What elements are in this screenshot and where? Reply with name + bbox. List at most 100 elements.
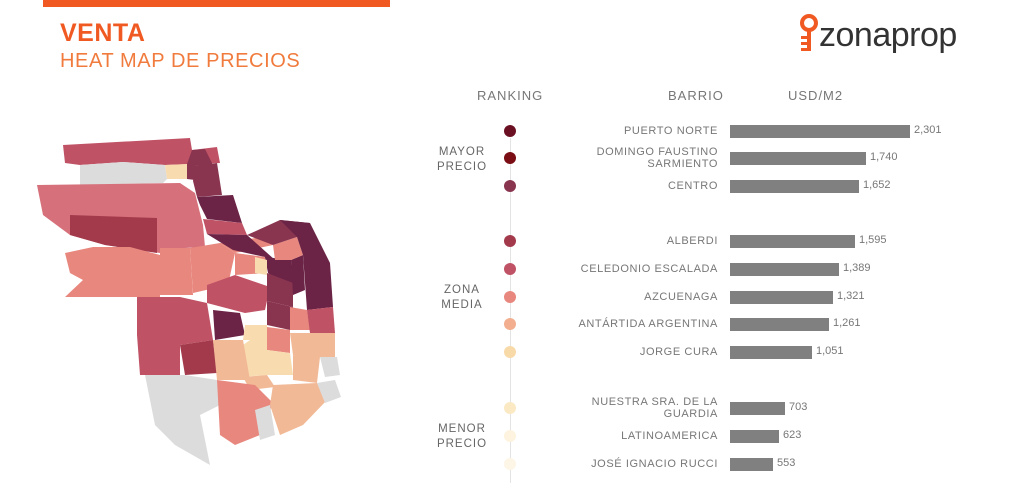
barrio-label-line: JOSÉ IGNACIO RUCCI [591,458,718,470]
map-zone [160,248,193,295]
barrio-label-line: ANTÁRTIDA ARGENTINA [578,318,718,330]
map-zone [165,164,187,179]
column-header-barrio: BARRIO [668,88,724,103]
barrio-label: ANTÁRTIDA ARGENTINA [578,318,718,330]
rank-dot [504,430,516,442]
map-zone [280,220,333,310]
barrio-label-line: ALBERDI [666,235,718,247]
map-zone [267,350,293,375]
price-bar [730,152,866,165]
barrio-label: ALBERDI [667,235,718,247]
barrio-label-line: CENTRO [667,180,718,192]
price-value-label: 623 [783,429,802,441]
map-zone [70,215,157,253]
barrio-label: PUERTO NORTE [624,125,718,137]
ranking-axis-line [510,138,511,483]
price-value-label: 2,301 [914,124,942,136]
map-zone [207,275,270,313]
price-value-label: 1,321 [837,290,865,302]
group-label-line: MENOR [438,423,486,435]
map-zone [291,255,305,295]
map-zone [317,380,341,403]
group-label-line: PRECIO [436,161,488,173]
rank-dot [504,263,516,275]
price-bar [730,291,833,304]
map-zone [267,273,293,307]
barrio-label-line: SARMIENTO [647,158,718,170]
price-bar [730,125,910,138]
group-label-line: MEDIA [441,299,483,311]
group-label-line: ZONA [444,284,480,296]
price-bar [730,346,812,359]
price-value-label: 1,051 [816,345,844,357]
map-zone [267,301,293,330]
map-zone [273,237,303,260]
map-zone [267,327,290,353]
page-title: VENTA [60,19,146,47]
group-label-line: MAYOR [438,146,486,158]
map-zone [270,383,327,435]
rank-dot [504,346,516,358]
rank-dot [504,458,516,470]
map-zone [255,405,275,440]
price-bar [730,458,773,471]
logo-text: zonaprop [819,16,957,54]
price-bar [730,235,855,248]
group-label-line: PRECIO [436,438,488,450]
rank-dot [504,318,516,330]
price-bar [730,263,839,276]
map-zone [180,297,213,345]
map-zone [203,219,247,235]
map-zone [145,375,220,465]
barrio-label: CENTRO [668,180,718,192]
map-zone [320,357,340,377]
rank-dot [504,152,516,164]
price-value-label: 1,740 [870,151,898,163]
barrio-label: NUESTRA SRA. DE LA GUARDIA [592,396,718,420]
map-zone [180,340,217,375]
price-value-label: 1,261 [833,317,861,329]
column-header-ranking: RANKING [477,88,544,103]
column-header-usd: USD/M2 [788,88,844,103]
barrio-label: AZCUENAGA [644,291,718,303]
map-zone [65,247,160,297]
price-value-label: 703 [789,401,808,413]
map-zone [197,195,242,223]
barrio-label: JORGE CURA [640,346,718,358]
group-label-zona-media: ZONA MEDIA [422,283,502,313]
barrio-label: JOSÉ IGNACIO RUCCI [591,458,718,470]
price-value-label: 1,595 [859,234,887,246]
price-bar [730,402,785,415]
rank-dot [504,180,516,192]
barrio-label-line: CELEDONIO ESCALADA [580,263,718,275]
map-zone [137,297,180,375]
map-zone [187,149,213,180]
barrio-label-line: DOMINGO FAUSTINO [596,146,718,158]
price-bar [730,180,859,193]
barrio-label-line: PUERTO NORTE [624,125,718,137]
top-accent-bar [43,0,390,7]
rank-dot [504,235,516,247]
map-zone [290,333,335,357]
map-zone [293,355,320,383]
price-value-label: 1,389 [843,262,871,274]
key-icon [800,14,818,51]
zonaprop-logo: zonaprop [796,12,996,60]
barrio-label-line: JORGE CURA [639,346,718,358]
map-zone [213,310,245,340]
rosario-heat-map [37,138,341,465]
map-zone [193,163,222,197]
barrio-label-line: GUARDIA [663,408,718,420]
group-label-menor-precio: MENOR PRECIO [422,422,502,452]
map-zone [255,257,267,275]
map-zone [80,162,167,185]
group-label-mayor-precio: MAYOR PRECIO [422,145,502,175]
rank-dot [504,402,516,414]
barrio-label-line: AZCUENAGA [644,291,718,303]
map-zone [290,307,310,330]
barrio-label: LATINOAMERICA [621,430,718,442]
barrio-label-line: NUESTRA SRA. DE LA [591,396,718,408]
map-zone [243,325,267,340]
map-zone [213,340,250,380]
rank-dot [504,291,516,303]
